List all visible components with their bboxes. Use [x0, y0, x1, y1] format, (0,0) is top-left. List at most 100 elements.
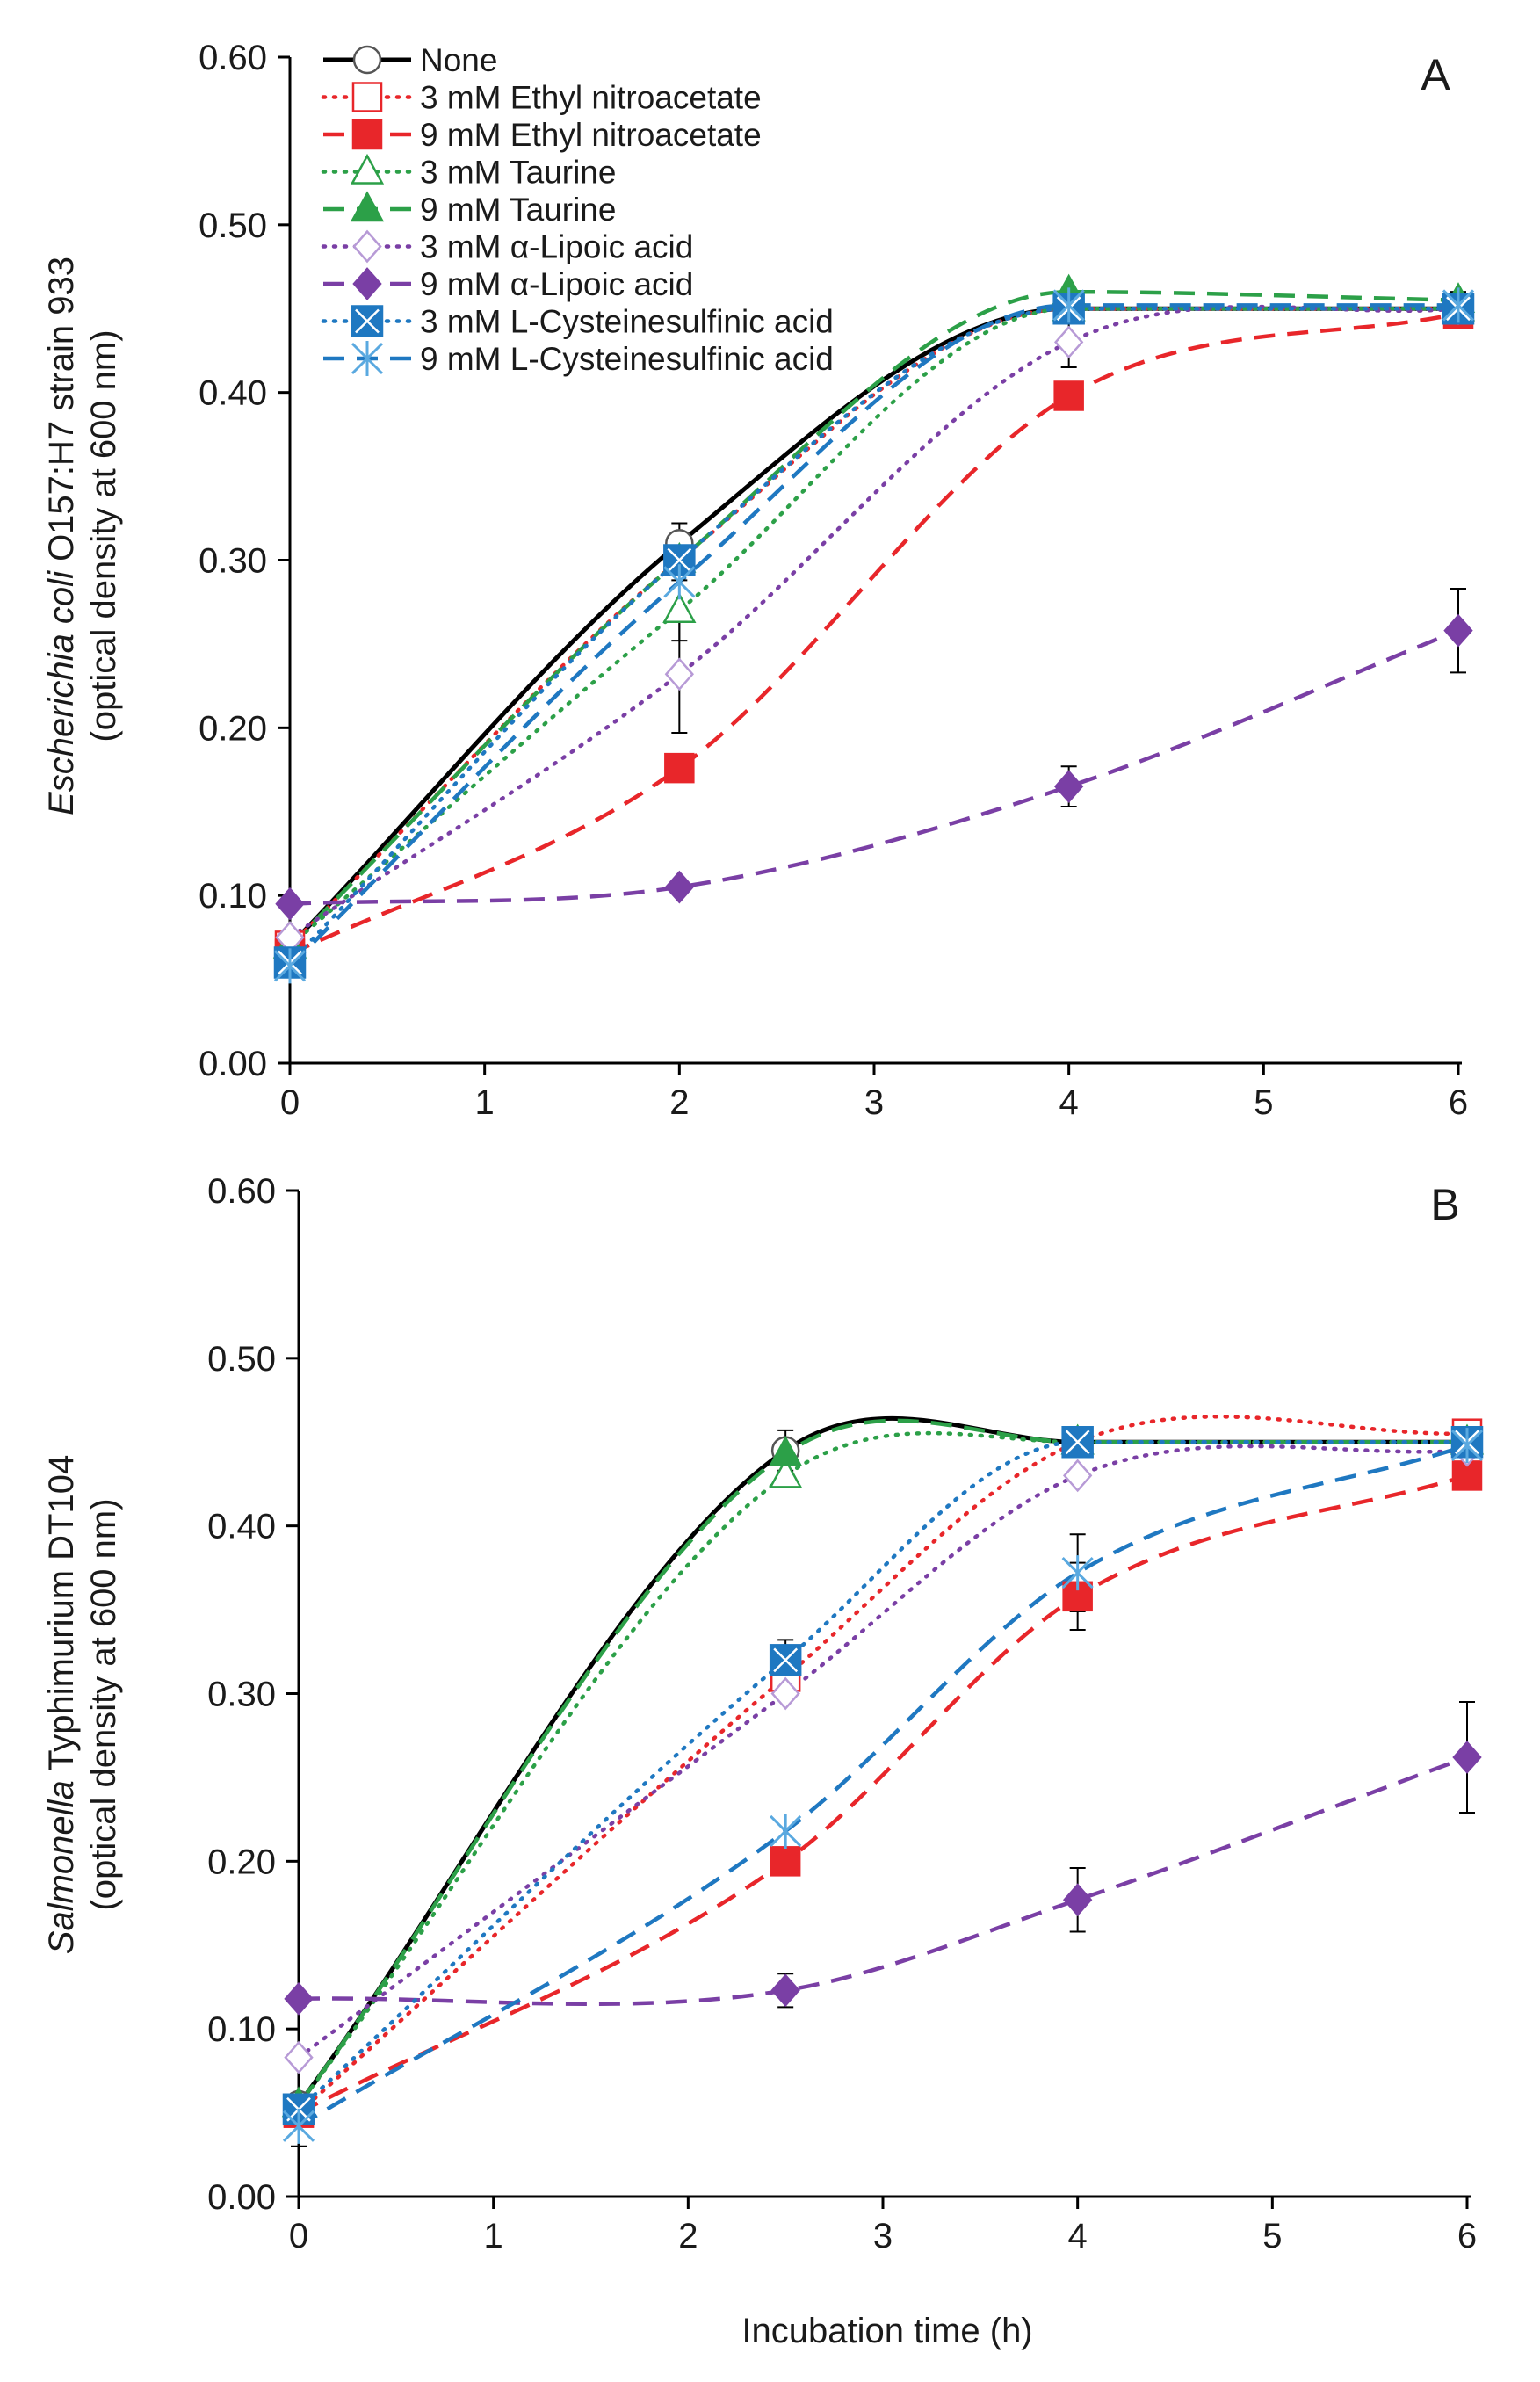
panel-b-series-line-3-mm-l-cysteinesulfinic-acid	[296, 1440, 1470, 2112]
legend-item-3-mm-taurine: 3 mM Taurine	[321, 153, 616, 191]
x-tick-label: 0	[280, 1083, 300, 1122]
legend-label: 9 mM L-Cysteinesulfinic acid	[420, 341, 834, 377]
marker-9-mm-l-cysteinesulfinic-acid	[1052, 287, 1085, 323]
legend-item-9-mm-taurine: 9 mM Taurine	[323, 191, 616, 228]
y-tick-label: 0.50	[199, 206, 267, 245]
panel-b-series	[296, 1415, 1470, 2128]
legend-marker	[352, 45, 382, 75]
marker-3-mm-taurine	[769, 1457, 803, 1488]
marker-9-mm-alpha-lipoic-acid	[1062, 1883, 1093, 1917]
legend-label: None	[420, 42, 497, 78]
legend-item-3-mm-ethyl-nitroacetate: 3 mM Ethyl nitroacetate	[321, 80, 762, 116]
x-tick-label: 6	[1449, 1083, 1468, 1122]
marker-9-mm-taurine	[769, 1436, 803, 1466]
panel-b-markers	[281, 1418, 1485, 2144]
x-tick-label: 6	[1457, 2217, 1477, 2255]
legend-label: 3 mM α-Lipoic acid	[420, 229, 693, 265]
panel-a-axes: 0.00 0.10 0.20 0.30 0.40 0.50 0.60 0 1 2 3 4 5 6	[199, 39, 1468, 1122]
legend-item-3-mm-alpha-lipoic-acid: 3 mM α-Lipoic acid	[321, 229, 693, 265]
panel-b-series-line-9-mm-l-cysteinesulfinic-acid	[297, 1443, 1468, 2128]
marker-9-mm-ethyl-nitroacetate	[770, 1846, 801, 1877]
marker-9-mm-ethyl-nitroacetate	[1053, 380, 1084, 411]
panel-b-x-axis-title: Incubation time (h)	[741, 2312, 1032, 2350]
x-tick-label: 5	[1254, 1083, 1273, 1122]
y-tick-label: 0.30	[199, 542, 267, 581]
marker-9-mm-alpha-lipoic-acid	[1443, 613, 1473, 648]
legend-marker	[351, 341, 384, 376]
marker-3-mm-alpha-lipoic-acid	[664, 657, 695, 691]
panel-b-series-line-3-mm-ethyl-nitroacetate	[296, 1415, 1470, 2115]
marker-9-mm-l-cysteinesulfinic-acid	[1442, 287, 1475, 323]
panel-a-series-line-9-mm-l-cysteinesulfinic-acid	[288, 303, 1458, 967]
legend-label: 9 mM α-Lipoic acid	[420, 266, 693, 302]
panel-b-letter: B	[1430, 1180, 1459, 1229]
panel-b: 0.00 0.10 0.20 0.30 0.40 0.50 0.60 0 1 2 3 4 5 6 B Sa…	[42, 1172, 1485, 2350]
legend-marker	[352, 267, 382, 300]
marker-9-mm-l-cysteinesulfinic-acid	[1450, 1428, 1484, 1464]
legend-item-9-mm-ethyl-nitroacetate: 9 mM Ethyl nitroacetate	[323, 117, 762, 153]
legend-label: 9 mM Ethyl nitroacetate	[420, 117, 762, 153]
y-tick-label: 0.20	[207, 1843, 276, 1881]
marker-3-mm-taurine	[662, 592, 697, 623]
panel-b-series-line-9-mm-alpha-lipoic-acid	[298, 1755, 1468, 2006]
x-tick-label: 0	[289, 2217, 308, 2255]
legend-label: 9 mM Taurine	[420, 192, 616, 228]
y-tick-label: 0.30	[207, 1676, 276, 1714]
panel-a-series-line-9-mm-ethyl-nitroacetate	[289, 311, 1459, 957]
marker-3-mm-l-cysteinesulfinic-acid	[769, 1644, 802, 1676]
panel-b-axes: 0.00 0.10 0.20 0.30 0.40 0.50 0.60 0 1 2 3 4 5 6	[207, 1172, 1477, 2255]
marker-9-mm-alpha-lipoic-acid	[275, 887, 305, 921]
panel-b-series-line-9-mm-ethyl-nitroacetate	[297, 1473, 1468, 2115]
legend-item-9-mm-l-cysteinesulfinic-acid: 9 mM L-Cysteinesulfinic acid	[323, 341, 834, 377]
marker-9-mm-l-cysteinesulfinic-acid	[1061, 1555, 1094, 1591]
x-tick-label: 3	[864, 1083, 884, 1122]
marker-9-mm-l-cysteinesulfinic-acid	[663, 564, 696, 600]
legend-label: 3 mM L-Cysteinesulfinic acid	[420, 304, 834, 340]
legend-marker	[351, 119, 383, 150]
x-tick-label: 3	[873, 2217, 893, 2255]
x-tick-label: 2	[678, 2217, 698, 2255]
marker-9-mm-alpha-lipoic-acid	[770, 1973, 800, 2008]
marker-9-mm-l-cysteinesulfinic-acid	[770, 1813, 802, 1849]
panel-a-series-line-3-mm-taurine	[287, 307, 1461, 948]
legend-label: 3 mM Taurine	[420, 155, 616, 191]
legend-marker	[351, 82, 383, 112]
legend-item-none: None	[323, 42, 497, 78]
panel-b-y-axis-title: Salmonella Typhimurium DT104	[42, 1455, 81, 1954]
marker-9-mm-alpha-lipoic-acid	[1053, 770, 1084, 804]
legend-item-3-mm-l-cysteinesulfinic-acid: 3 mM L-Cysteinesulfinic acid	[321, 304, 834, 340]
legend-marker	[352, 229, 382, 264]
marker-3-mm-alpha-lipoic-acid	[1062, 1459, 1093, 1493]
y-tick-label: 0.20	[199, 709, 267, 748]
y-tick-label: 0.50	[207, 1340, 276, 1379]
y-tick-label: 0.00	[207, 2178, 276, 2217]
panel-a-series-line-3-mm-l-cysteinesulfinic-acid	[287, 307, 1461, 965]
panel-b-series-line-9-mm-taurine	[297, 1418, 1467, 2106]
marker-3-mm-l-cysteinesulfinic-acid	[1061, 1426, 1094, 1459]
marker-9-mm-alpha-lipoic-acid	[664, 870, 695, 904]
x-tick-label: 1	[484, 2217, 503, 2255]
x-tick-label: 1	[475, 1083, 495, 1122]
marker-9-mm-alpha-lipoic-acid	[1452, 1741, 1482, 1774]
legend-marker	[351, 305, 384, 337]
y-tick-label: 0.60	[199, 39, 267, 77]
marker-3-mm-alpha-lipoic-acid	[770, 1676, 800, 1711]
panel-a-series	[287, 289, 1461, 967]
x-tick-label: 4	[1059, 1083, 1079, 1122]
panel-b-y-axis-subtitle: (optical density at 600 nm)	[84, 1498, 123, 1910]
marker-3-mm-alpha-lipoic-acid	[1053, 325, 1084, 359]
y-tick-label: 0.40	[207, 1508, 276, 1546]
marker-9-mm-l-cysteinesulfinic-acid	[273, 948, 307, 984]
marker-9-mm-ethyl-nitroacetate	[664, 752, 695, 784]
panel-a-series-line-9-mm-taurine	[288, 289, 1459, 947]
panel-a-letter: A	[1421, 50, 1450, 99]
legend-item-9-mm-alpha-lipoic-acid: 9 mM α-Lipoic acid	[323, 266, 693, 302]
x-tick-label: 2	[669, 1083, 689, 1122]
y-tick-label: 0.60	[207, 1172, 276, 1211]
panel-a: 0.00 0.10 0.20 0.30 0.40 0.50 0.60 0 1 2 3 4 5 6 A Es…	[42, 39, 1476, 1122]
panel-b-series-line-3-mm-alpha-lipoic-acid	[296, 1444, 1470, 2060]
panel-b-series-line-3-mm-taurine	[296, 1430, 1470, 2107]
marker-9-mm-alpha-lipoic-acid	[284, 1981, 314, 2016]
